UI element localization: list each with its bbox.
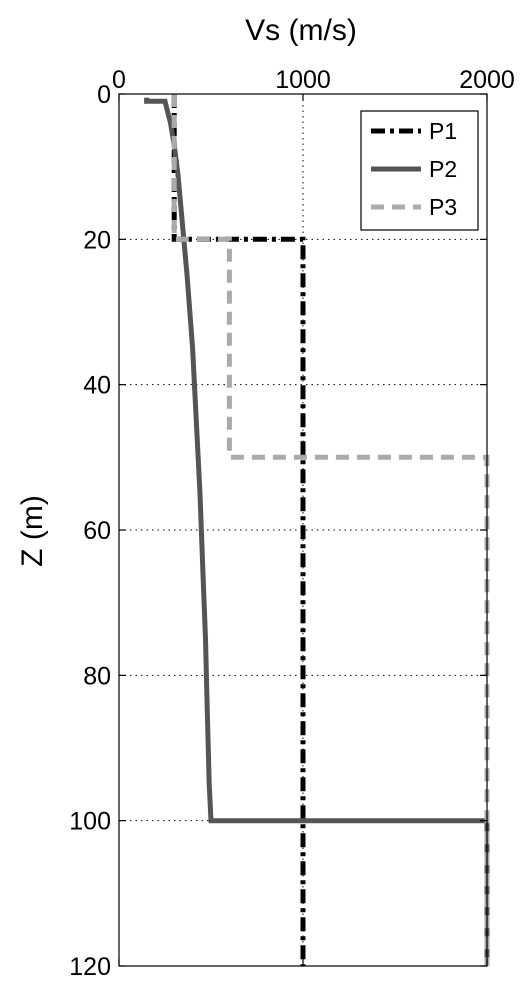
y-tick-label: 0	[97, 81, 111, 109]
legend: P1 P2 P3	[360, 110, 479, 231]
x-axis-title: Vs (m/s)	[245, 14, 357, 47]
y-tick-label: 120	[69, 953, 111, 981]
series-line-p2	[144, 97, 490, 966]
y-tick-label: 60	[83, 517, 111, 545]
y-axis-title: Z (m)	[16, 495, 49, 567]
y-tick-label: 100	[69, 808, 111, 836]
legend-label-p1: P1	[429, 118, 457, 144]
y-tick-label: 20	[83, 226, 111, 254]
ticks: 0 1000 2000 0 20 40 60 80 100 120	[69, 66, 515, 981]
x-tick-label: 0	[112, 66, 126, 94]
y-tick-label: 40	[83, 372, 111, 400]
legend-label-p3: P3	[429, 194, 457, 220]
y-tick-label: 80	[83, 662, 111, 690]
series-line-p1	[171, 94, 306, 966]
x-tick-label: 1000	[275, 66, 331, 94]
legend-label-p2: P2	[429, 156, 457, 182]
x-tick-label: 2000	[459, 66, 515, 94]
